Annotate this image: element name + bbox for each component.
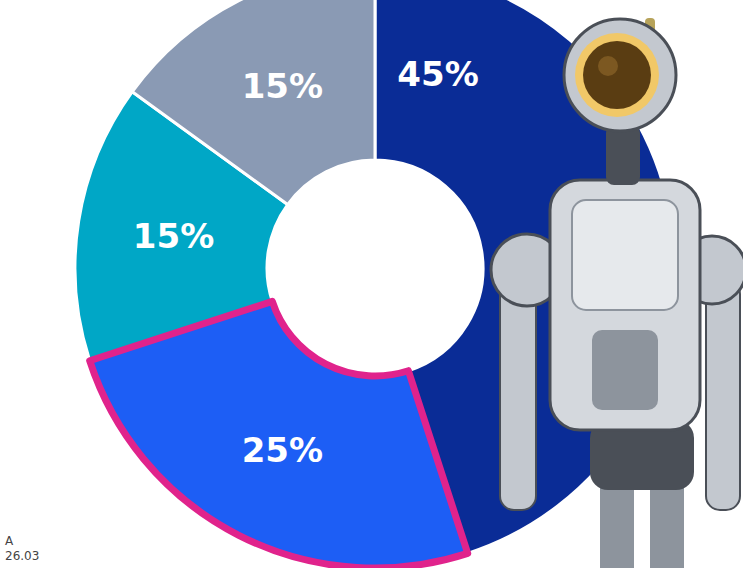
highlight-outline [90, 301, 468, 568]
donut-slice [132, 0, 375, 205]
data-labels: 45% 25% 15% 15% [133, 54, 479, 470]
robot-illustration [491, 18, 743, 568]
data-label: 15% [242, 66, 323, 106]
chart-canvas: 45% 25% 15% 15% A26.03 [0, 0, 743, 568]
data-label: 15% [133, 216, 214, 256]
data-label: 45% [397, 54, 478, 94]
annotation: A [5, 534, 14, 548]
donut-slice [90, 301, 468, 568]
annotation: 26.03 [5, 549, 39, 563]
data-label: 25% [242, 430, 323, 470]
